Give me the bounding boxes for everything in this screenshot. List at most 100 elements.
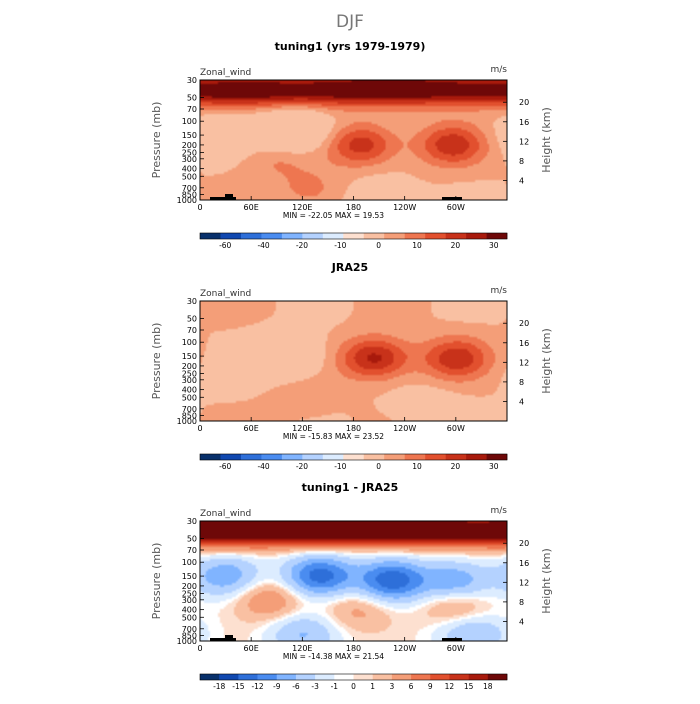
colorbar-label: -20 (296, 462, 308, 471)
colorbar-label: -18 (213, 682, 225, 691)
pressure-tick-label: 150 (182, 352, 197, 361)
colorbar-label: -15 (232, 682, 244, 691)
x-tick-label: 60E (244, 203, 259, 212)
height-tick-label: 8 (519, 598, 524, 607)
colorbar-frame (199, 453, 508, 461)
height-tick-label: 8 (519, 157, 524, 166)
x-tick-label: 60W (447, 644, 465, 653)
colorbar-label: -3 (311, 682, 319, 691)
colorbar-swatch (404, 454, 426, 460)
height-tick-label: 4 (519, 397, 524, 406)
pressure-tick-label: 300 (182, 596, 197, 605)
figure-title: DJF (336, 12, 364, 32)
height-tick-label: 12 (519, 578, 529, 587)
colorbar-swatch (343, 454, 365, 460)
colorbar-swatch (200, 674, 220, 680)
colorbar-swatch (384, 454, 405, 460)
x-tick-label: 0 (197, 424, 202, 433)
colorbar-label: 10 (412, 241, 422, 250)
x-tick-label: 60E (244, 644, 259, 653)
y-axis-label: Pressure (mb) (150, 543, 163, 620)
pressure-tick-label: 500 (182, 613, 197, 622)
pressure-tick-label: 400 (182, 165, 197, 174)
pressure-tick-label: 150 (182, 572, 197, 581)
colorbar-label: -10 (334, 462, 346, 471)
colorbar-swatch (302, 454, 324, 460)
topography-mark (210, 197, 236, 200)
colorbar-swatch (486, 233, 508, 239)
colorbar-label: 20 (451, 241, 461, 250)
min-max-stats: MIN = -15.83 MAX = 23.52 (283, 432, 384, 441)
colorbar-swatch (372, 674, 393, 680)
colorbar-label: 18 (483, 682, 493, 691)
x-tick-label: 180 (346, 644, 361, 653)
heatmap-field (200, 521, 507, 641)
colorbar-swatch (220, 233, 242, 239)
colorbar-label: 10 (412, 462, 422, 471)
colorbar-label: 0 (376, 241, 381, 250)
colorbar-label: 0 (376, 462, 381, 471)
variable-label: Zonal_wind (200, 289, 251, 299)
colorbar-swatch (240, 454, 262, 460)
topography-mark (210, 638, 236, 641)
variable-label: Zonal_wind (200, 509, 251, 519)
pressure-tick-label: 70 (187, 105, 197, 114)
pressure-tick-label: 30 (187, 297, 197, 306)
colorbar-swatch (261, 454, 283, 460)
colorbar-label: -1 (331, 682, 339, 691)
x-tick-label: 60E (244, 424, 259, 433)
variable-label: Zonal_wind (200, 68, 251, 78)
colorbar-swatch (425, 233, 446, 239)
heatmap-field (200, 301, 507, 421)
colorbar-label: -40 (257, 241, 269, 250)
x-tick-label: 0 (197, 644, 202, 653)
x-tick-label: 120W (393, 644, 416, 653)
colorbar-swatch (425, 454, 446, 460)
pressure-tick-label: 400 (182, 386, 197, 395)
colorbar-swatch (391, 674, 412, 680)
panel-title: JRA25 (331, 261, 368, 274)
pressure-tick-label: 30 (187, 517, 197, 526)
height-tick-label: 12 (519, 137, 529, 146)
y-axis-label: Pressure (mb) (150, 102, 163, 179)
colorbar-swatch (445, 454, 467, 460)
colorbar-swatch (295, 674, 316, 680)
colorbar-label: 20 (451, 462, 461, 471)
colorbar-swatch (238, 674, 258, 680)
colorbar-swatch (486, 454, 508, 460)
x-tick-label: 120E (292, 203, 312, 212)
pressure-tick-label: 70 (187, 546, 197, 555)
height-tick-label: 16 (519, 118, 529, 127)
colorbar-swatch (257, 674, 278, 680)
pressure-tick-label: 1000 (177, 196, 197, 205)
colorbar-swatch (322, 454, 344, 460)
height-tick-label: 20 (519, 539, 529, 548)
pressure-tick-label: 30 (187, 76, 197, 85)
y2-axis-label: Height (km) (540, 548, 553, 614)
x-tick-label: 180 (346, 424, 361, 433)
colorbar-swatch (487, 674, 508, 680)
pressure-tick-label: 200 (182, 362, 197, 371)
height-tick-label: 20 (519, 98, 529, 107)
colorbar-label: -20 (296, 241, 308, 250)
x-tick-label: 120W (393, 424, 416, 433)
heatmap-field (200, 80, 507, 200)
pressure-tick-label: 50 (187, 314, 197, 323)
panel-title: tuning1 - JRA25 (302, 481, 399, 494)
pressure-tick-label: 700 (182, 184, 197, 193)
colorbar-label: 3 (389, 682, 394, 691)
height-tick-label: 4 (519, 617, 524, 626)
pressure-tick-label: 150 (182, 131, 197, 140)
colorbar-swatch (302, 233, 324, 239)
colorbar-swatch (449, 674, 469, 680)
colorbar-swatch (200, 233, 221, 239)
x-tick-label: 180 (346, 203, 361, 212)
pressure-tick-label: 300 (182, 155, 197, 164)
colorbar-label: 1 (370, 682, 375, 691)
units-label: m/s (491, 506, 508, 516)
pressure-tick-label: 250 (182, 370, 197, 379)
colorbar-label: -12 (251, 682, 263, 691)
pressure-tick-label: 100 (182, 338, 197, 347)
